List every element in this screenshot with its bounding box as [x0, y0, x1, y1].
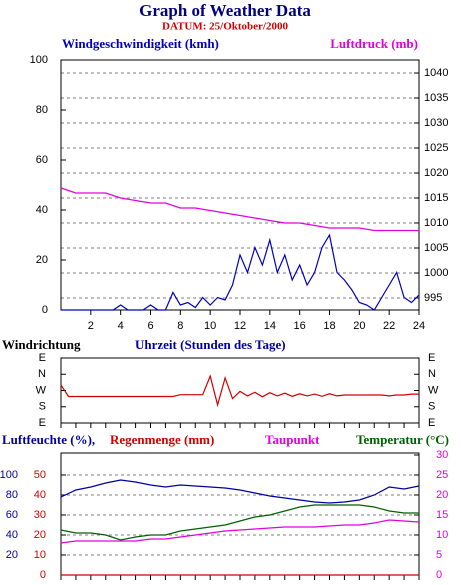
x-tick-label: 16: [294, 320, 306, 332]
y2-tick-label: 1035: [424, 92, 448, 104]
x-tick-label: 22: [383, 320, 395, 332]
series-line: [60, 187, 419, 232]
series-line: [60, 374, 419, 408]
y2-tick-label: 995: [424, 292, 442, 304]
y-tick-label: 40: [6, 529, 18, 541]
y-tick-label: E: [39, 352, 46, 364]
y3-tick-label: 10: [34, 549, 46, 561]
x-tick-label: 8: [177, 320, 183, 332]
y-tick-label: 100: [30, 54, 48, 66]
series-label: Regenmenge (mm): [110, 432, 214, 447]
chart-title: Graph of Weather Data: [139, 1, 311, 20]
y-tick-label: 40: [36, 204, 48, 216]
y-tick-label: 100: [0, 469, 18, 481]
y2-tick-label: 1000: [424, 267, 448, 279]
y3-tick-label: 20: [34, 529, 46, 541]
y2-tick-label: 0: [436, 569, 442, 581]
x-tick-label: 4: [118, 320, 124, 332]
series-label: Luftdruck (mb): [330, 36, 418, 51]
y2-tick-label: 1015: [424, 192, 448, 204]
y2-tick-label: 15: [436, 509, 448, 521]
y-tick-label: 20: [6, 549, 18, 561]
series-label: Taupunkt: [265, 432, 320, 447]
y-tick-label: 80: [36, 104, 48, 116]
y-tick-label: E: [39, 417, 46, 429]
x-tick-label: 14: [264, 320, 276, 332]
y-tick-label: 0: [42, 304, 48, 316]
y-tick-label: 60: [36, 154, 48, 166]
series-line: [60, 479, 420, 504]
y2-tick-label: 1025: [424, 142, 448, 154]
x-tick-label: 2: [88, 320, 94, 332]
series-label: Luftfeuchte (%),: [2, 432, 95, 447]
y2-tick-label: 1010: [424, 217, 448, 229]
y3-tick-label: 30: [34, 509, 46, 521]
chart-subtitle: DATUM: 25/Oktober/2000: [162, 21, 288, 33]
x-tick-label: 18: [323, 320, 335, 332]
y2-tick-label: 10: [436, 529, 448, 541]
y-tick-label: 60: [6, 509, 18, 521]
x-tick-label: 10: [204, 320, 216, 332]
y3-tick-label: 50: [34, 469, 46, 481]
series-line: [61, 233, 420, 311]
y-tick-label: 80: [6, 489, 18, 501]
x-tick-label: 12: [234, 320, 246, 332]
x-tick-label: 20: [353, 320, 365, 332]
y2-tick-label: 1005: [424, 242, 448, 254]
x-tick-label: 24: [413, 320, 425, 332]
y2-tick-label: 1030: [424, 117, 448, 129]
series-label: Temperatur (°C): [356, 432, 449, 447]
series-line: [60, 504, 419, 541]
y2-tick-label: 5: [436, 549, 442, 561]
y2-tick-label: 1020: [424, 167, 448, 179]
x-tick-label: 6: [147, 320, 153, 332]
y2-tick-label: 25: [436, 469, 448, 481]
y2-tick-label: 30: [436, 449, 448, 461]
x-axis-label: Uhrzeit (Stunden des Tage): [135, 337, 286, 352]
y-tick-label: S: [39, 401, 46, 413]
y3-tick-label: 40: [34, 489, 46, 501]
series-label: Windgeschwindigkeit (kmh): [62, 36, 219, 51]
y-tick-label: 20: [36, 254, 48, 266]
y-axis-label: Windrichtung: [2, 337, 81, 352]
y-tick-label: N: [38, 368, 46, 380]
y2-tick-label: 20: [436, 489, 448, 501]
y-tick-label: W: [36, 384, 47, 396]
y3-tick-label: 0: [40, 569, 46, 581]
y-tick-label: S: [428, 401, 435, 413]
y-tick-label: W: [428, 384, 439, 396]
y2-tick-label: 1040: [424, 67, 448, 79]
y-tick-label: N: [428, 368, 436, 380]
y-tick-label: E: [428, 352, 435, 364]
series-line: [60, 519, 420, 544]
y-tick-label: E: [428, 417, 435, 429]
